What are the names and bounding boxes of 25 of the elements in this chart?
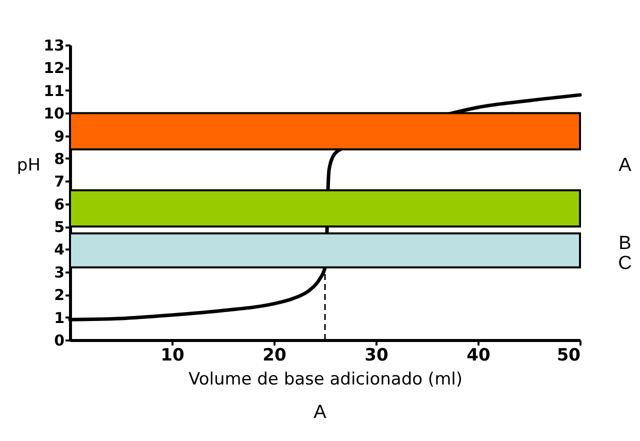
y-tick-label: 10: [44, 104, 64, 123]
x-tick-label: 40: [466, 346, 490, 366]
x-tick-label: 50: [556, 346, 581, 366]
x-tick-label: 10: [160, 346, 184, 366]
x-tick-label: 20: [262, 346, 286, 366]
y-tick-label: 2: [54, 286, 64, 304]
x-tick-label: 30: [364, 346, 388, 366]
y-tick-label: 11: [44, 82, 64, 100]
y-tick-label: 1: [54, 308, 64, 327]
y-tick-label: 13: [44, 36, 64, 54]
x-axis-title: Volume de base adicionado (ml): [188, 370, 462, 390]
y-tick-label: 9: [54, 127, 64, 146]
text: B: [618, 233, 632, 254]
y-axis-title: pH: [16, 156, 40, 176]
y-tick-label: 6: [54, 195, 64, 214]
y-tick-label: 5: [54, 218, 64, 236]
y-tick-label: 7: [54, 172, 64, 191]
y-tick-label: 4: [54, 240, 64, 259]
text: A: [314, 402, 327, 423]
text: C: [618, 253, 632, 274]
text: A: [618, 155, 632, 176]
y-tick-label: 12: [44, 59, 64, 78]
y-tick-label: 3: [54, 263, 64, 282]
y-tick-label: 0: [54, 332, 64, 350]
y-tick-label: 8: [54, 150, 64, 168]
